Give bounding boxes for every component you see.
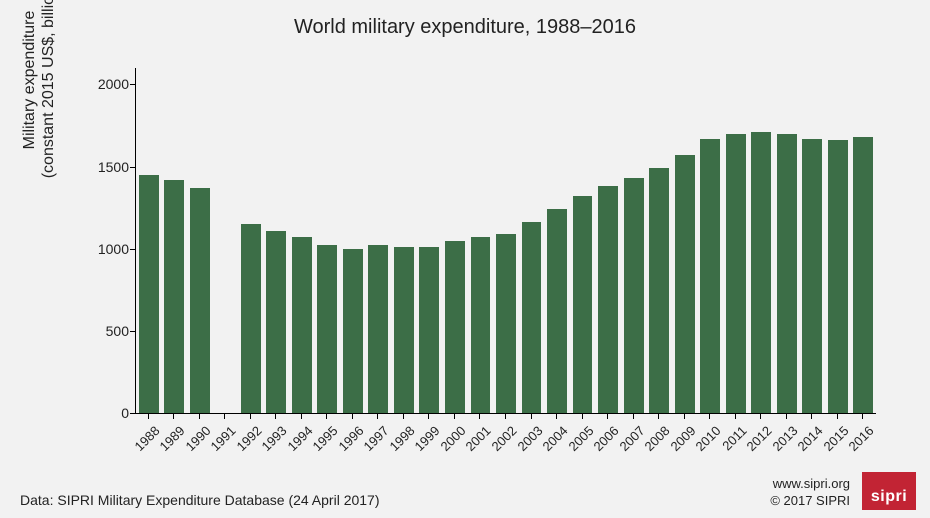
x-tick-mark: [658, 413, 659, 419]
bar: [777, 134, 797, 413]
x-tick-mark: [633, 413, 634, 419]
bar: [471, 237, 491, 413]
bar: [675, 155, 695, 413]
x-tick-mark: [582, 413, 583, 419]
y-tick-mark: [130, 413, 136, 414]
x-tick-mark: [326, 413, 327, 419]
y-tick-label: 1500: [81, 159, 129, 175]
x-tick-mark: [377, 413, 378, 419]
x-tick-mark: [224, 413, 225, 419]
footer-copyright: © 2017 SIPRI: [770, 493, 850, 510]
y-tick-label: 2000: [81, 76, 129, 92]
x-tick-mark: [428, 413, 429, 419]
y-tick-mark: [130, 84, 136, 85]
x-tick-mark: [173, 413, 174, 419]
x-tick-mark: [275, 413, 276, 419]
bar: [164, 180, 184, 413]
bar: [419, 247, 439, 413]
bar: [726, 134, 746, 413]
bar: [190, 188, 210, 413]
bar: [292, 237, 312, 413]
footer-url: www.sipri.org: [770, 476, 850, 493]
bar: [700, 139, 720, 413]
bar: [522, 222, 542, 413]
bar: [624, 178, 644, 413]
bars-group: [136, 68, 876, 413]
x-tick-mark: [199, 413, 200, 419]
x-tick-mark: [811, 413, 812, 419]
bar: [317, 245, 337, 413]
bar: [266, 231, 286, 413]
y-tick-mark: [130, 167, 136, 168]
bar: [547, 209, 567, 413]
x-tick-mark: [684, 413, 685, 419]
bar: [139, 175, 159, 413]
x-tick-mark: [735, 413, 736, 419]
y-axis-label: Military expenditure (constant 2015 US$,…: [20, 0, 58, 240]
x-tick-mark: [454, 413, 455, 419]
footer-right: www.sipri.org © 2017 SIPRI: [770, 476, 850, 510]
x-tick-mark: [352, 413, 353, 419]
bar: [598, 186, 618, 413]
x-tick-mark: [250, 413, 251, 419]
footer-source: Data: SIPRI Military Expenditure Databas…: [20, 492, 380, 508]
x-tick-mark: [760, 413, 761, 419]
x-tick-mark: [786, 413, 787, 419]
x-tick-mark: [148, 413, 149, 419]
bar: [802, 139, 822, 413]
x-tick-mark: [531, 413, 532, 419]
x-tick-mark: [479, 413, 480, 419]
y-tick-mark: [130, 331, 136, 332]
bar: [445, 241, 465, 414]
plot-area: 0500100015002000: [135, 68, 876, 414]
x-tick-mark: [862, 413, 863, 419]
bar: [751, 132, 771, 413]
x-tick-mark: [505, 413, 506, 419]
y-axis-label-line1: Military expenditure: [21, 11, 38, 150]
bar: [394, 247, 414, 413]
sipri-logo: sipri: [862, 472, 916, 510]
x-tick-mark: [607, 413, 608, 419]
bar: [828, 140, 848, 413]
bar: [853, 137, 873, 413]
x-tick-mark: [709, 413, 710, 419]
chart-title: World military expenditure, 1988–2016: [0, 16, 930, 39]
y-tick-label: 500: [81, 323, 129, 339]
x-tick-mark: [556, 413, 557, 419]
bar: [496, 234, 516, 413]
bar: [573, 196, 593, 413]
x-tick-mark: [403, 413, 404, 419]
y-tick-label: 1000: [81, 241, 129, 257]
y-tick-mark: [130, 249, 136, 250]
bar: [241, 224, 261, 413]
y-tick-label: 0: [81, 405, 129, 421]
x-tick-mark: [301, 413, 302, 419]
bar: [343, 249, 363, 413]
bar: [649, 168, 669, 413]
bar: [368, 245, 388, 413]
x-tick-mark: [837, 413, 838, 419]
y-axis-label-line2: (constant 2015 US$, billion): [39, 0, 58, 240]
